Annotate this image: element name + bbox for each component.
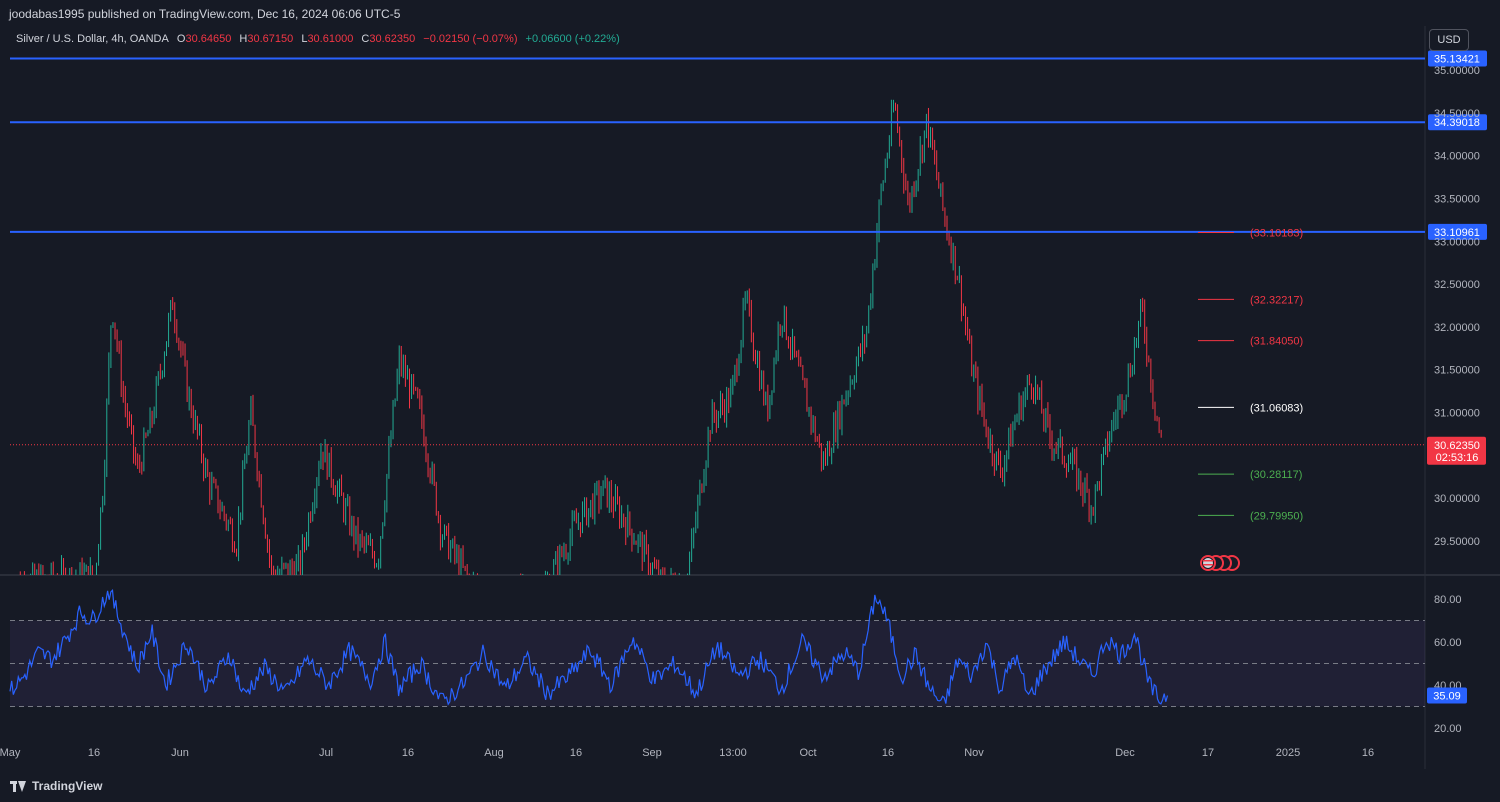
currency-button[interactable]: USD	[1429, 29, 1469, 51]
price-tick-label: 32.00000	[1434, 322, 1480, 334]
horizontal-line-label: 33.10961	[1434, 227, 1480, 239]
price-tick-label: 33.50000	[1434, 193, 1480, 205]
horizontal-line-label: 35.13421	[1434, 54, 1480, 66]
horizontal-line-label-bg	[1428, 114, 1487, 131]
open-value: 30.64650	[185, 33, 232, 45]
horizontal-line-label-bg	[1428, 50, 1487, 67]
tradingview-logo-icon	[10, 780, 27, 792]
price-tick-label: 31.00000	[1434, 408, 1480, 420]
price-tick-label: 29.50000	[1434, 536, 1480, 548]
low-key: L	[301, 33, 308, 45]
high-value: 30.67150	[247, 33, 294, 45]
level-marker-label: (31.06083)	[1250, 402, 1303, 414]
rsi-value-label: 35.09	[1433, 691, 1461, 703]
high-key: H	[239, 33, 248, 45]
time-tick-label: 16	[402, 747, 414, 759]
horizontal-line-label-bg	[1428, 223, 1487, 240]
time-tick-label: Jun	[171, 747, 189, 759]
countdown-label: 02:53:16	[1436, 452, 1479, 464]
last-price-label-bg	[1427, 436, 1486, 465]
time-tick-label: Nov	[964, 747, 984, 759]
time-tick-label: Aug	[484, 747, 504, 759]
rsi-value-label-bg	[1427, 687, 1467, 704]
rsi-tick-label: 80.00	[1434, 594, 1462, 606]
published-by-text: joodabas1995 published on TradingView.co…	[9, 7, 401, 21]
level-marker-label: (29.79950)	[1250, 510, 1303, 522]
change-secondary-value: +0.06600 (+0.22%)	[525, 33, 620, 45]
time-tick-label: Jul	[319, 747, 333, 759]
price-tick-label: 32.50000	[1434, 279, 1480, 291]
tradingview-logo[interactable]: TradingView	[10, 779, 102, 793]
symbol-name[interactable]: Silver / U.S. Dollar, 4h, OANDA	[16, 33, 169, 45]
rsi-tick-label: 20.00	[1434, 723, 1462, 735]
level-marker-label: (32.32217)	[1250, 294, 1303, 306]
close-key: C	[361, 33, 370, 45]
level-marker-label: (31.84050)	[1250, 336, 1303, 348]
low-value: 30.61000	[307, 33, 354, 45]
time-tick-label: May	[0, 747, 21, 759]
us-flag-icon	[1203, 558, 1213, 568]
rsi-band-background	[10, 620, 1425, 707]
symbol-legend: Silver / U.S. Dollar, 4h, OANDA O30.6465…	[16, 33, 625, 45]
tradingview-brand-text: TradingView	[32, 779, 103, 793]
close-value: 30.62350	[369, 33, 416, 45]
price-tick-label: 33.00000	[1434, 236, 1480, 248]
time-tick-label: 16	[882, 747, 894, 759]
page-header: joodabas1995 published on TradingView.co…	[0, 0, 1500, 26]
time-tick-label: Dec	[1115, 747, 1135, 759]
time-tick-label: 2025	[1276, 747, 1300, 759]
price-tick-label: 35.00000	[1434, 65, 1480, 77]
us-flag-stripe	[1203, 564, 1213, 566]
rsi-tick-label: 60.00	[1434, 637, 1462, 649]
time-tick-label: 16	[570, 747, 582, 759]
time-tick-label: 16	[1362, 747, 1374, 759]
price-tick-label: 30.00000	[1434, 493, 1480, 505]
price-tick-label: 34.50000	[1434, 108, 1480, 120]
time-tick-label: Sep	[642, 747, 662, 759]
level-marker-label: (33.10183)	[1250, 228, 1303, 240]
last-price-label: 30.62350	[1434, 440, 1480, 452]
time-tick-label: 17	[1202, 747, 1214, 759]
us-flag-stripe	[1203, 560, 1213, 562]
rsi-line	[9, 589, 1169, 706]
candles-group	[19, 99, 1162, 575]
time-tick-label: 13:00	[719, 747, 747, 759]
price-tick-label: 34.00000	[1434, 151, 1480, 163]
level-marker-label: (30.28117)	[1250, 469, 1302, 481]
price-tick-label: 31.50000	[1434, 365, 1480, 377]
open-key: O	[176, 33, 186, 45]
time-tick-label: Oct	[799, 747, 816, 759]
footer	[0, 771, 1500, 802]
change-value: −0.02150 (−0.07%)	[423, 33, 518, 45]
chart-area[interactable]: 35.13421 34.39018 33.10961 35.00000 34.50000…	[0, 26, 1500, 771]
time-tick-label: 16	[88, 747, 100, 759]
horizontal-line-label: 34.39018	[1434, 117, 1480, 129]
